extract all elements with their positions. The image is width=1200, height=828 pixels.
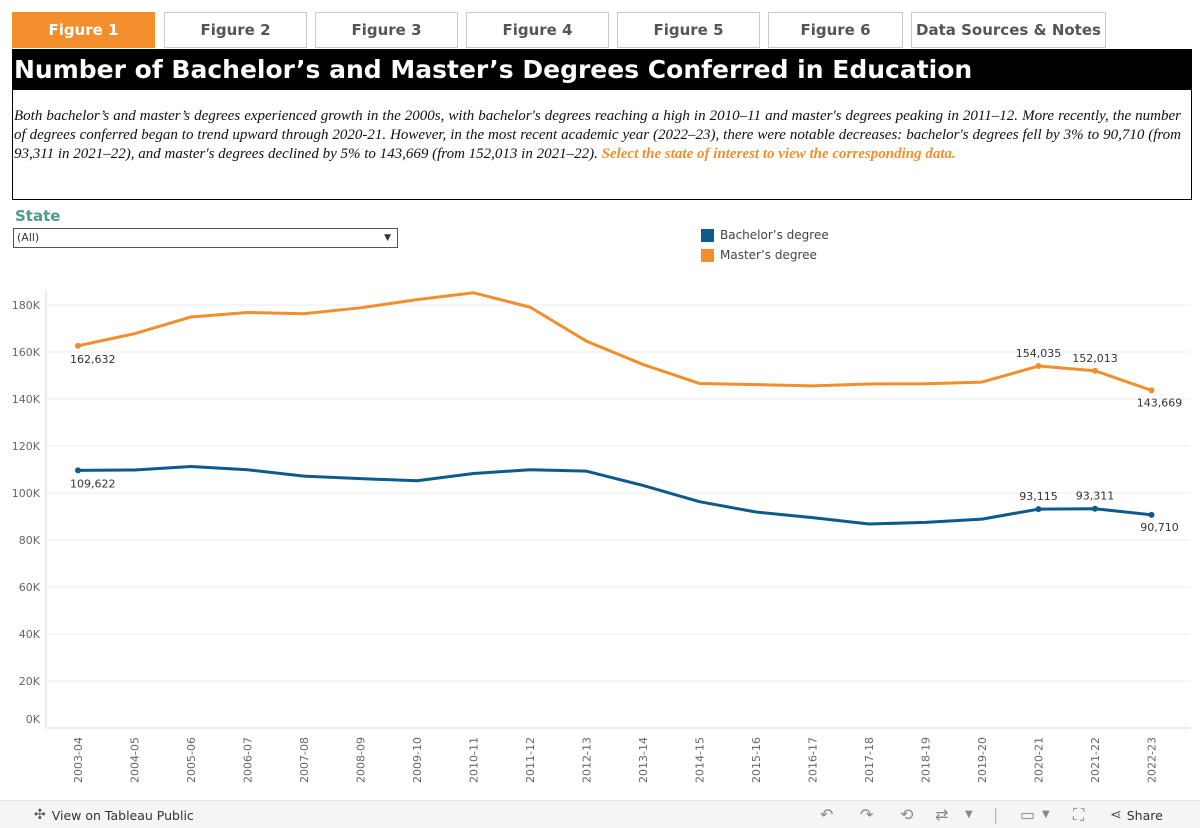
y-tick-label: 100K: [12, 487, 41, 500]
revert-icon[interactable]: ⟲: [900, 805, 914, 824]
y-tick-label: 0K: [26, 713, 41, 726]
y-tick-label: 120K: [12, 440, 41, 453]
x-tick-label: 2021-22: [1089, 737, 1102, 783]
tableau-toolbar: ✣ View on Tableau Public ↶ ↷ ⟲ ⇄ ▼ | ▭ ▼…: [0, 800, 1200, 828]
description-highlight: Select the state of interest to view the…: [601, 146, 956, 162]
x-tick-label: 2003-04: [72, 737, 85, 783]
x-tick-label: 2019-20: [976, 737, 989, 783]
x-tick-label: 2005-06: [185, 737, 198, 783]
comment-icon[interactable]: ▭: [1020, 805, 1036, 824]
data-point-marker: [75, 467, 81, 474]
data-point-marker: [1035, 506, 1042, 513]
x-tick-label: 2017-18: [863, 737, 876, 783]
y-tick-label: 80K: [19, 534, 41, 547]
legend-swatch-bachelors: [701, 228, 714, 242]
description-box: Both bachelor’s and master’s degrees exp…: [12, 90, 1192, 200]
tab-figure-1[interactable]: Figure 1: [12, 12, 155, 48]
share-icon: ⋖: [1110, 807, 1122, 823]
view-on-tableau-link[interactable]: ✣ View on Tableau Public: [34, 807, 194, 823]
description-text: Both bachelor’s and master’s degrees exp…: [14, 108, 1181, 162]
data-point-marker: [75, 342, 81, 349]
toolbar-divider: |: [993, 805, 999, 824]
x-tick-label: 2013-14: [637, 737, 650, 783]
series-line-1: [76, 291, 1153, 392]
x-tick-label: 2018-19: [920, 737, 933, 783]
y-tick-label: 60K: [19, 581, 41, 594]
chart-legend: Bachelor’s degree Master’s degree: [701, 225, 829, 265]
undo-icon[interactable]: ↶: [820, 805, 834, 824]
x-tick-label: 2022-23: [1146, 737, 1159, 783]
data-label: 109,622: [70, 477, 116, 490]
data-label: 93,115: [1019, 490, 1058, 503]
data-label: 162,632: [70, 353, 116, 366]
legend-item-masters[interactable]: Master’s degree: [701, 245, 829, 265]
y-tick-label: 140K: [12, 393, 41, 406]
chevron-down-icon: ▼: [384, 233, 391, 243]
legend-label-masters: Master’s degree: [720, 248, 817, 262]
data-label: 152,013: [1072, 352, 1118, 365]
page-title: Number of Bachelor’s and Master’s Degree…: [12, 49, 1192, 90]
legend-item-bachelors[interactable]: Bachelor’s degree: [701, 225, 829, 245]
refresh-icon[interactable]: ⇄: [935, 805, 949, 824]
x-tick-label: 2006-07: [242, 737, 255, 783]
x-tick-label: 2016-17: [807, 737, 820, 783]
tab-figure-3[interactable]: Figure 3: [315, 12, 458, 48]
data-point-marker: [1092, 505, 1098, 512]
y-tick-label: 40K: [19, 628, 41, 641]
view-on-tableau-label: View on Tableau Public: [51, 807, 194, 823]
share-button[interactable]: ⋖ Share: [1110, 807, 1163, 823]
data-point-marker: [1035, 363, 1042, 370]
data-label: 93,311: [1076, 490, 1115, 503]
x-tick-label: 2007-08: [298, 737, 311, 783]
redo-icon[interactable]: ↷: [860, 805, 874, 824]
tab-figure-4[interactable]: Figure 4: [466, 12, 609, 48]
x-tick-label: 2011-12: [524, 737, 537, 783]
comment-dropdown-icon[interactable]: ▼: [1042, 809, 1050, 820]
tab-figure-6[interactable]: Figure 6: [768, 12, 903, 48]
data-point-marker: [1148, 511, 1155, 518]
y-tick-label: 20K: [19, 675, 41, 688]
line-chart: 0K 20K 40K 60K 80K 100K 120K 140K 160K 180K 2003-0…: [12, 290, 1190, 783]
x-tick-label: 2020-21: [1033, 737, 1046, 783]
tab-figure-2[interactable]: Figure 2: [164, 12, 307, 48]
x-tick-label: 2015-16: [750, 737, 763, 783]
x-tick-label: 2004-05: [129, 737, 142, 783]
x-tick-label: 2008-09: [355, 737, 368, 783]
data-point-marker: [1092, 367, 1098, 374]
y-tick-label: 160K: [12, 346, 41, 359]
data-label: 143,669: [1137, 396, 1183, 409]
x-tick-label: 2012-13: [581, 737, 594, 783]
x-tick-label: 2009-10: [411, 737, 424, 783]
state-filter-value: (All): [17, 231, 40, 244]
series-line-0: [76, 464, 1153, 526]
share-label: Share: [1126, 807, 1163, 823]
state-filter-label: State: [15, 207, 61, 225]
tableau-logo-icon: ✣: [34, 807, 46, 823]
x-tick-label: 2010-11: [468, 737, 481, 783]
legend-label-bachelors: Bachelor’s degree: [720, 228, 829, 242]
legend-swatch-masters: [701, 248, 714, 262]
data-point-marker: [1148, 387, 1155, 394]
tab-figure-5[interactable]: Figure 5: [617, 12, 760, 48]
x-tick-label: 2014-15: [694, 737, 707, 783]
fullscreen-icon[interactable]: ⛶: [1073, 805, 1085, 824]
state-filter-dropdown[interactable]: (All) ▼: [13, 228, 398, 248]
y-tick-label: 180K: [12, 299, 41, 312]
data-label: 90,710: [1140, 521, 1179, 534]
data-label: 154,035: [1016, 347, 1062, 360]
refresh-dropdown-icon[interactable]: ▼: [965, 809, 973, 820]
tab-data-sources-notes[interactable]: Data Sources & Notes: [911, 12, 1106, 48]
